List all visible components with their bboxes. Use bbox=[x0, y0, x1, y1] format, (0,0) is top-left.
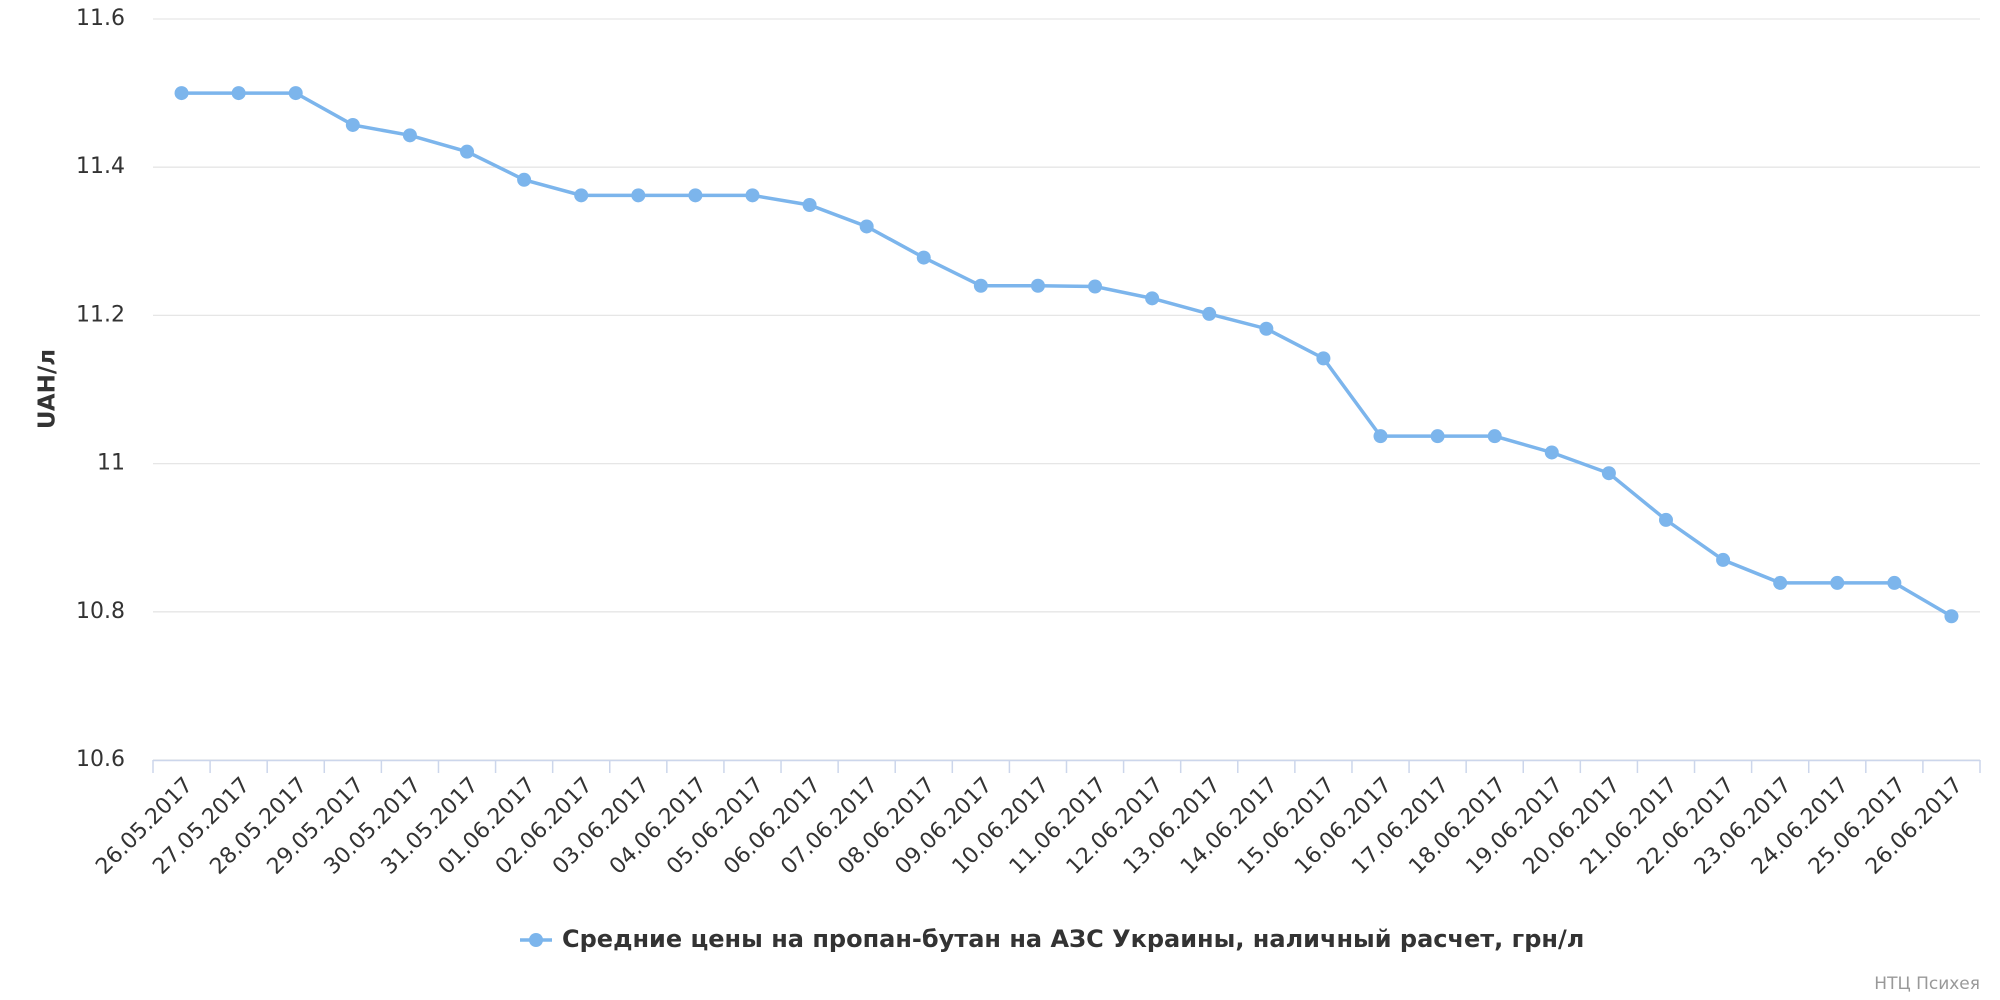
data-point bbox=[231, 86, 246, 101]
data-point bbox=[1487, 429, 1502, 444]
data-point bbox=[973, 278, 988, 293]
data-point bbox=[631, 188, 646, 203]
y-tick-label: 10.8 bbox=[76, 599, 125, 624]
legend-label[interactable]: Средние цены на пропан-бутан на АЗС Укра… bbox=[562, 925, 1584, 953]
data-point bbox=[1088, 279, 1103, 294]
data-point bbox=[1773, 575, 1788, 590]
data-point bbox=[745, 188, 760, 203]
data-point bbox=[1145, 291, 1160, 306]
y-tick-label: 11 bbox=[97, 451, 125, 476]
y-tick-label: 11.4 bbox=[76, 154, 125, 179]
data-point bbox=[802, 197, 817, 212]
data-point bbox=[1316, 351, 1331, 366]
y-tick-label: 11.2 bbox=[76, 302, 125, 327]
legend-marker bbox=[529, 933, 543, 947]
data-point bbox=[1716, 552, 1731, 567]
data-point bbox=[916, 250, 931, 265]
y-axis-title: UAH/л bbox=[35, 349, 61, 429]
data-point bbox=[1944, 609, 1959, 624]
data-point bbox=[1202, 306, 1217, 321]
data-point bbox=[1030, 278, 1045, 293]
data-point bbox=[1658, 512, 1673, 527]
y-tick-label: 11.6 bbox=[76, 6, 125, 31]
data-point bbox=[574, 188, 589, 203]
data-point bbox=[460, 144, 475, 159]
data-point bbox=[1830, 575, 1845, 590]
data-point bbox=[1259, 321, 1274, 336]
data-point bbox=[402, 128, 417, 143]
data-point bbox=[1887, 575, 1902, 590]
y-tick-label: 10.6 bbox=[76, 747, 125, 772]
data-point bbox=[1373, 429, 1388, 444]
data-point bbox=[1544, 445, 1559, 460]
data-point bbox=[517, 172, 532, 187]
data-point bbox=[859, 219, 874, 234]
data-point bbox=[688, 188, 703, 203]
data-point bbox=[1601, 466, 1616, 481]
series-line bbox=[181, 91, 1953, 618]
credits: НТЦ Психея bbox=[1874, 974, 1980, 994]
data-point bbox=[345, 117, 360, 132]
data-point bbox=[1430, 429, 1445, 444]
data-point bbox=[288, 86, 303, 101]
data-point bbox=[174, 86, 189, 101]
